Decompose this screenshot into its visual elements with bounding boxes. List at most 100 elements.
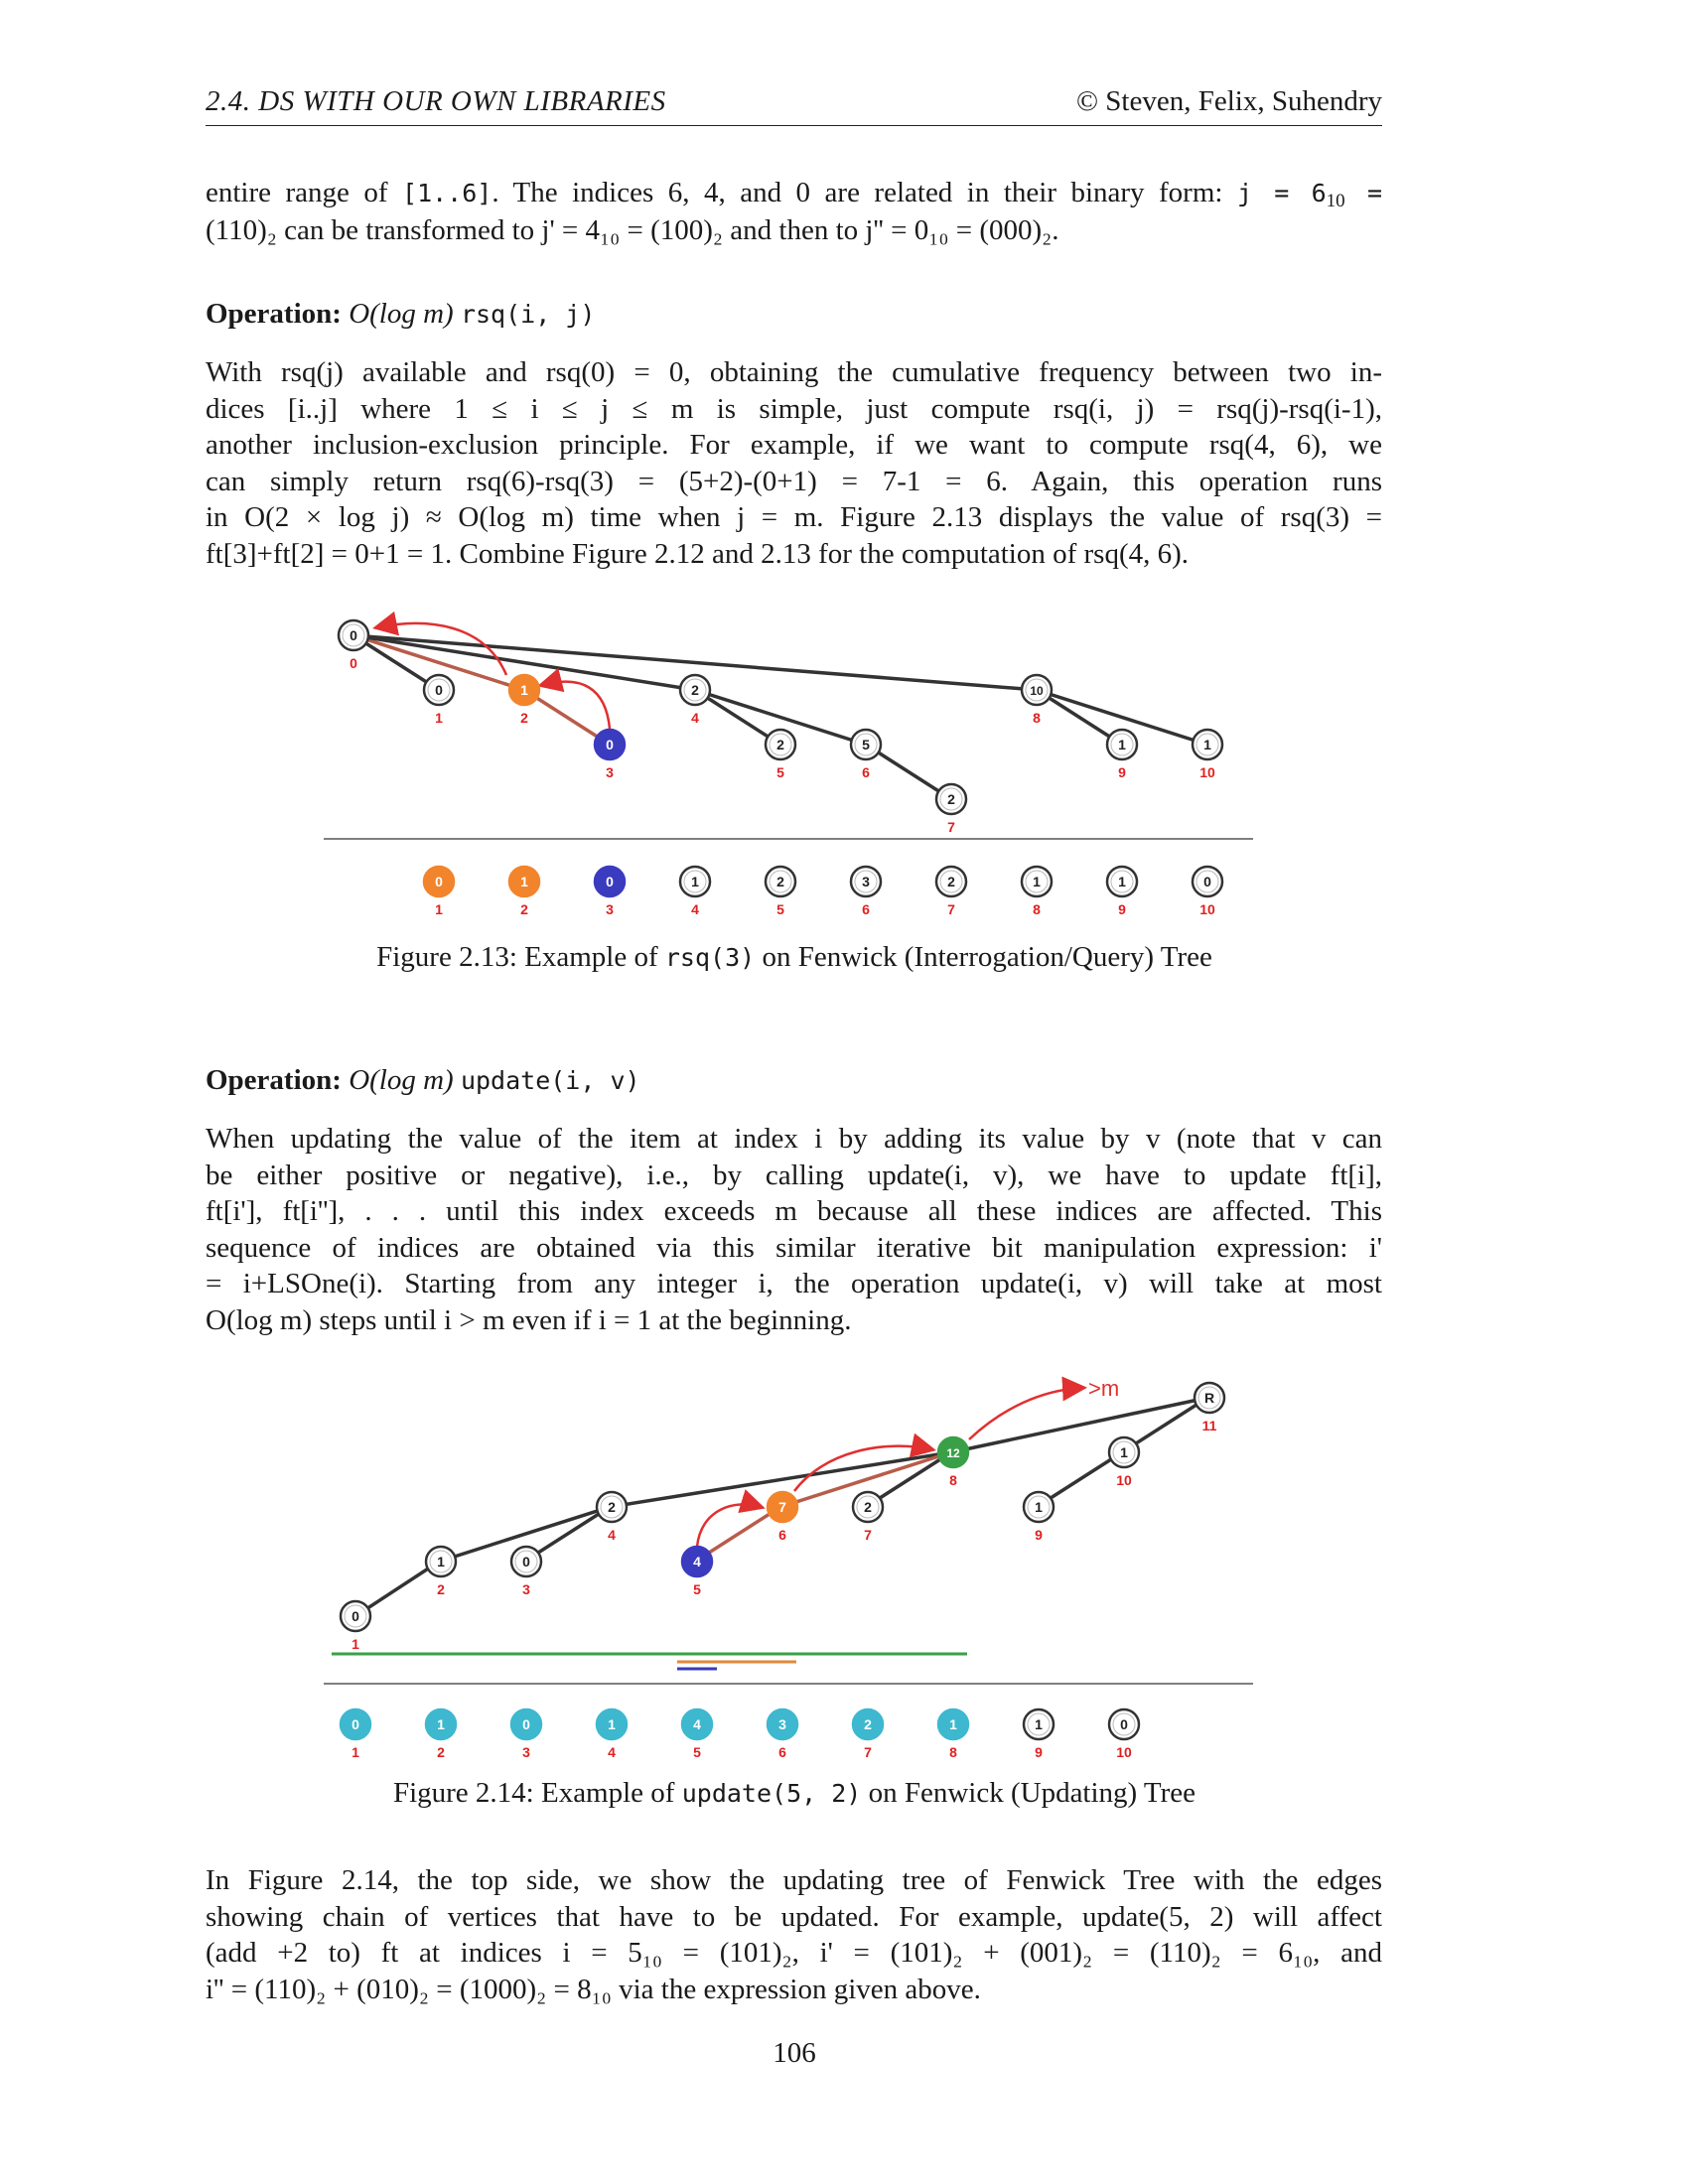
node-inner-ring — [939, 870, 963, 893]
node-6: 76 — [766, 1490, 799, 1543]
node-index-label: 1 — [352, 1636, 359, 1652]
node-3: 03 — [509, 1545, 543, 1597]
node-inner-ring — [1110, 870, 1134, 893]
node-index-label: 3 — [606, 901, 614, 917]
node-index-label: 6 — [862, 764, 870, 780]
node-inner-ring — [1112, 1712, 1136, 1736]
node-value: R — [1204, 1390, 1214, 1406]
node-index-label: 8 — [949, 1744, 957, 1760]
tree-edge — [865, 743, 952, 801]
node-0: 00 — [337, 618, 370, 671]
node-inner-ring — [769, 733, 792, 756]
node-index-label: 4 — [608, 1744, 616, 1760]
node-index-label: 9 — [1118, 764, 1126, 780]
node-9: 19 — [1022, 1490, 1055, 1543]
node-7: 27 — [934, 782, 968, 835]
tree-edge — [352, 633, 440, 692]
node-value: 1 — [1035, 1499, 1043, 1515]
node-inner-ring — [342, 623, 365, 647]
update-line: ft[i'], ft[i''], . . . until this index … — [206, 1195, 1382, 1227]
node-index-label: 7 — [947, 901, 955, 917]
node-value: 5 — [862, 737, 870, 752]
node-index-label: 10 — [1199, 901, 1215, 917]
update-line: sequence of indices are obtained via thi… — [206, 1231, 1382, 1264]
closing-line: In Figure 2.14, the top side, we show th… — [206, 1864, 1382, 1896]
node-6: 56 — [849, 728, 883, 780]
node-6: 36 — [766, 1707, 799, 1760]
closing-paragraph: In Figure 2.14, the top side, we show th… — [206, 1862, 1382, 2007]
node-inner-ring — [856, 1495, 880, 1519]
node-9: 19 — [1022, 1707, 1055, 1760]
intro-paragraph: entire range of [1..6]. The indices 6, 4… — [206, 175, 1382, 248]
node-inner-ring — [1196, 733, 1219, 756]
node-value: 1 — [1203, 737, 1211, 752]
node-value: 1 — [1035, 1716, 1043, 1732]
node-value: 0 — [350, 627, 357, 643]
rsq-line: in O(2 × log j) ≈ O(log m) time when j =… — [206, 501, 1382, 533]
node-index-label: 7 — [864, 1744, 872, 1760]
node-4: 14 — [595, 1707, 629, 1760]
node-value: 1 — [437, 1716, 445, 1732]
node-index-label: 5 — [776, 901, 784, 917]
node-inner-ring — [854, 870, 878, 893]
tree-edge — [438, 1505, 611, 1564]
node-index-label: 2 — [520, 901, 528, 917]
node-inner-ring — [683, 678, 707, 702]
node-1: 01 — [339, 1599, 372, 1652]
update-arrow — [968, 1376, 1087, 1440]
node-1: 01 — [422, 865, 456, 917]
node-index-label: 8 — [949, 1472, 957, 1488]
node-inner-ring — [1196, 870, 1219, 893]
node-7: 27 — [851, 1707, 885, 1760]
node-index-label: 6 — [778, 1744, 786, 1760]
node-circle — [422, 865, 456, 898]
node-value: 2 — [691, 682, 699, 698]
update-paragraph: When updating the value of the item at i… — [206, 1121, 1382, 1338]
node-value: 2 — [947, 874, 955, 889]
node-inner-ring — [600, 1495, 624, 1519]
node-value: 4 — [693, 1716, 701, 1732]
tree-edge — [694, 688, 867, 747]
node-inner-ring — [429, 1550, 453, 1573]
node-value: 10 — [1030, 684, 1044, 698]
node-value: 2 — [864, 1716, 872, 1732]
node-1: 01 — [339, 1707, 372, 1760]
node-value: 1 — [949, 1716, 957, 1732]
tree-edge — [950, 1396, 1208, 1454]
node-10: 0 10 — [1191, 865, 1224, 917]
node-3: 03 — [509, 1707, 543, 1760]
figure-2-13-diagram: 0001120324255627108191100112031425362718… — [324, 611, 1253, 917]
node-circle — [936, 1435, 970, 1469]
update-line: O(log m) steps until i > m even if i = 1… — [206, 1303, 852, 1336]
node-2: 12 — [424, 1545, 458, 1597]
node-circle — [680, 1707, 714, 1741]
node-value: 2 — [608, 1499, 616, 1515]
node-index-label: 1 — [435, 710, 443, 726]
node-4: 14 — [678, 865, 712, 917]
node-index-label: 9 — [1118, 901, 1126, 917]
node-value: 3 — [862, 874, 870, 889]
tree-edge — [352, 633, 696, 692]
node-index-label: 1 — [352, 1744, 359, 1760]
node-2: 12 — [424, 1707, 458, 1760]
tree-edge — [354, 1560, 440, 1618]
node-index-label: 6 — [778, 1527, 786, 1543]
node-8: 10 8 — [1020, 673, 1054, 726]
rsq-line: dices [i..j] where 1 ≤ i ≤ j ≤ m is simp… — [206, 392, 1382, 425]
update-arrow — [793, 1433, 936, 1492]
tree-edge — [1036, 688, 1123, 747]
node-value: 2 — [776, 737, 784, 752]
closing-line: i'' = (110)₂ + (010)₂ = (1000)₂ = 8₁₀ vi… — [206, 1973, 981, 2005]
node-index-label: 4 — [691, 710, 699, 726]
node-index-label: 9 — [1035, 1744, 1043, 1760]
node-index-label: 3 — [522, 1744, 530, 1760]
update-path-edge — [779, 1450, 952, 1509]
node-inner-ring — [939, 787, 963, 811]
node-inner-ring — [683, 870, 707, 893]
update-arrow — [695, 1489, 766, 1548]
node-value: 3 — [778, 1716, 786, 1732]
node-8: 18 — [1020, 865, 1054, 917]
node-value: 2 — [776, 874, 784, 889]
node-value: 7 — [778, 1499, 786, 1515]
